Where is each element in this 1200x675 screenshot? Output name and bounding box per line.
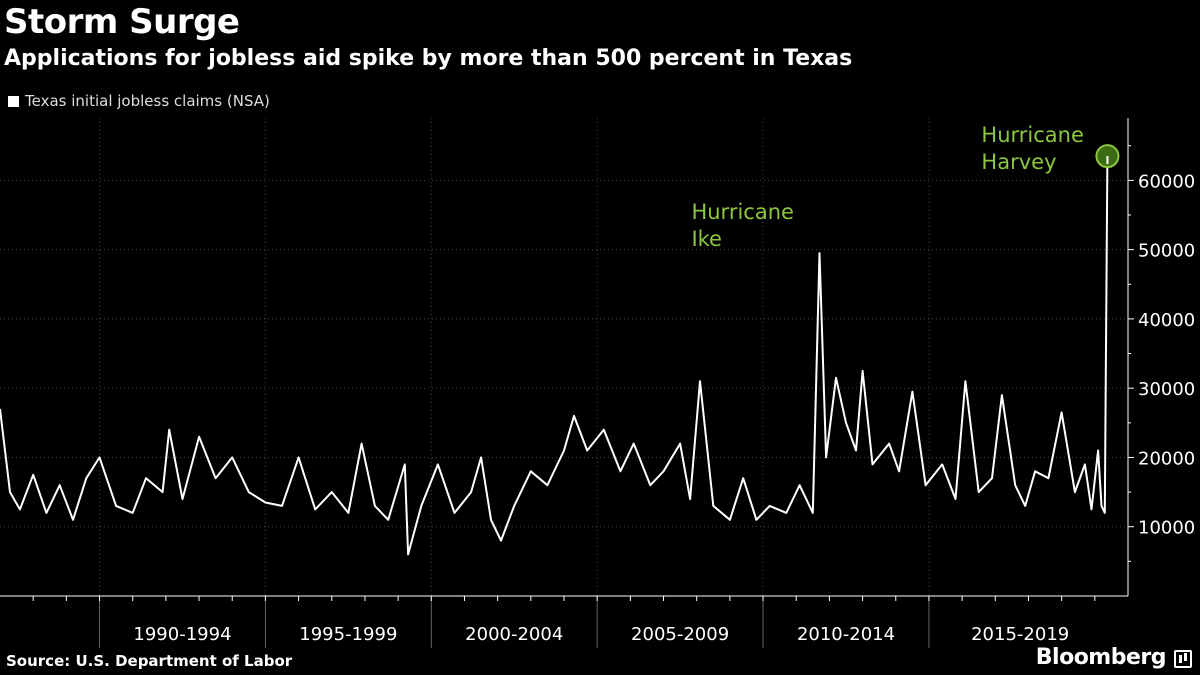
chart-title: Storm Surge [4, 2, 240, 42]
x-tick-label: 2000-2004 [465, 624, 563, 645]
bloomberg-icon [1174, 650, 1192, 668]
x-tick-label: 1990-1994 [133, 624, 231, 645]
x-tick-label: 2005-2009 [631, 624, 729, 645]
annotation-harvey: Hurricane Harvey [981, 123, 1083, 174]
y-tick-label: 40000 [1138, 310, 1195, 331]
y-tick-label: 60000 [1138, 171, 1195, 192]
legend-swatch [8, 96, 19, 107]
legend: Texas initial jobless claims (NSA) [8, 92, 270, 110]
legend-label: Texas initial jobless claims (NSA) [25, 92, 270, 110]
annotation-ike: Hurricane Ike [691, 200, 793, 251]
source-note: Source: U.S. Department of Labor [6, 652, 293, 670]
x-tick-label: 2010-2014 [797, 624, 895, 645]
y-tick-label: 30000 [1138, 379, 1195, 400]
x-tick-label: 1995-1999 [299, 624, 397, 645]
x-tick-label: 2015-2019 [971, 624, 1069, 645]
y-tick-label: 20000 [1138, 448, 1195, 469]
chart-subtitle: Applications for jobless aid spike by mo… [4, 46, 853, 71]
y-tick-label: 10000 [1138, 518, 1195, 539]
y-tick-label: 50000 [1138, 241, 1195, 262]
series-line-texas-claims [0, 156, 1109, 556]
brand-logo: Bloomberg [1035, 645, 1167, 670]
